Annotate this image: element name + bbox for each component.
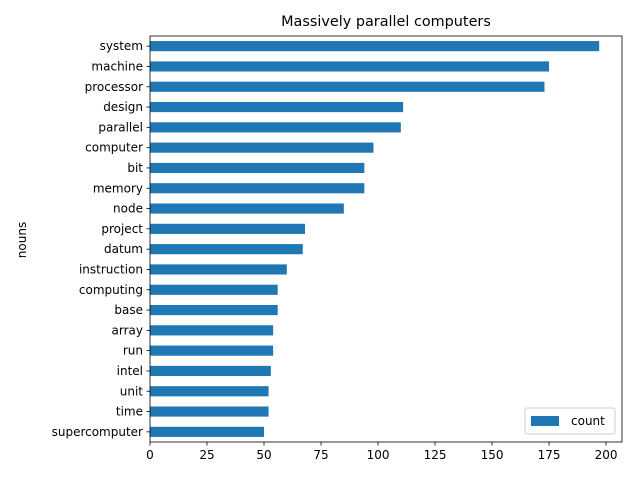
x-tick-label: 25 xyxy=(199,448,214,462)
chart-title: Massively parallel computers xyxy=(281,14,491,30)
y-tick-label: computer xyxy=(85,141,143,155)
x-ticks-group: 0 25 50 75 100 125 150 175 200 xyxy=(146,442,617,462)
y-tick-label: memory xyxy=(93,181,143,195)
bar-node xyxy=(150,203,344,214)
x-tick-label: 175 xyxy=(538,448,561,462)
y-tick-label: time xyxy=(116,405,143,419)
x-tick-label: 150 xyxy=(481,448,504,462)
bar-computer xyxy=(150,142,374,153)
y-tick-label: base xyxy=(114,303,143,317)
y-tick-label: parallel xyxy=(98,120,143,134)
y-tick-label: machine xyxy=(91,59,143,73)
y-tick-label: computing xyxy=(79,283,143,297)
bar-intel xyxy=(150,365,271,377)
x-tick-label: 0 xyxy=(146,448,154,462)
x-tick-label: 200 xyxy=(595,448,618,462)
legend: count xyxy=(524,407,616,435)
y-tick-label: intel xyxy=(117,364,143,378)
y-tick-label: run xyxy=(123,344,143,358)
bar-project xyxy=(150,223,306,234)
x-tick-label: 125 xyxy=(424,448,447,462)
legend-swatch xyxy=(531,416,559,426)
x-tick-label: 50 xyxy=(256,448,271,462)
y-ticks-group: system machine processor design parallel comp… xyxy=(52,39,150,439)
y-tick-label: array xyxy=(112,323,143,337)
bar-datum xyxy=(150,244,303,255)
bar-computing xyxy=(150,284,278,295)
bar-processor xyxy=(150,81,545,92)
y-tick-label: processor xyxy=(85,80,143,94)
bar-instruction xyxy=(150,264,287,275)
bars-group xyxy=(150,41,600,437)
bar-parallel xyxy=(150,122,401,133)
bar-unit xyxy=(150,386,269,397)
bar-run xyxy=(150,345,274,356)
legend-box xyxy=(524,407,616,435)
bar-memory xyxy=(150,183,365,194)
plot-frame xyxy=(149,35,623,443)
y-tick-label: design xyxy=(103,100,143,114)
bar-time xyxy=(150,406,269,417)
y-tick-label: bit xyxy=(127,161,143,175)
bar-supercomputer xyxy=(150,426,265,437)
y-axis-label: nouns xyxy=(15,222,29,258)
y-tick-label: supercomputer xyxy=(52,425,143,439)
y-tick-label: project xyxy=(101,222,143,236)
y-tick-label: datum xyxy=(104,242,143,256)
x-tick-label: 75 xyxy=(313,448,328,462)
bar-system xyxy=(150,41,600,52)
y-tick-label: unit xyxy=(120,384,144,398)
y-tick-label: system xyxy=(100,39,143,53)
legend-label: count xyxy=(571,414,605,428)
bar-array xyxy=(150,325,274,336)
y-tick-label: node xyxy=(113,202,143,216)
y-tick-label: instruction xyxy=(79,262,143,276)
bar-design xyxy=(150,101,404,113)
x-tick-label: 100 xyxy=(367,448,390,462)
bar-bit xyxy=(150,162,365,174)
bar-base xyxy=(150,304,278,316)
bar-machine xyxy=(150,61,550,72)
